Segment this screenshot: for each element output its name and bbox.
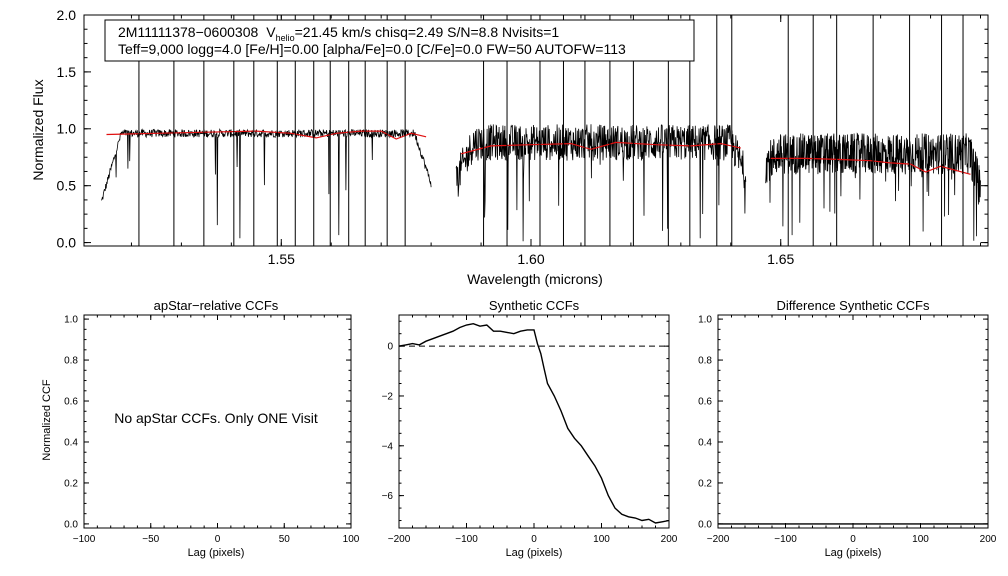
info-line-2: Teff=9,000 logg=4.0 [Fe/H]=0.00 [alpha/F…	[118, 41, 626, 57]
y-tick-label: 0.4	[64, 437, 78, 448]
x-tick-label: 0	[215, 534, 221, 545]
info-line-1: 2M11111378−0600308 Vhelio=21.45 km/s chis…	[118, 24, 559, 43]
y-tick-label: 1.0	[57, 121, 77, 137]
y-tick-label: 0.8	[698, 356, 712, 367]
x-tick-label: −50	[142, 534, 159, 545]
y-tick-label: 0.4	[698, 437, 712, 448]
y-tick-label: 0	[387, 342, 393, 353]
apstar-no-data-note: No apStar CCFs. Only ONE Visit	[114, 410, 318, 426]
vhelio-symbol: V	[266, 24, 276, 40]
y-tick-label: 1.0	[64, 315, 78, 326]
vhelio-subscript: helio	[276, 33, 295, 43]
x-tick-label: 200	[980, 534, 997, 545]
spectrum-info-box: 2M11111378−0600308 Vhelio=21.45 km/s chis…	[104, 19, 695, 62]
x-tick-label: −200	[707, 534, 730, 545]
x-tick-label: −200	[388, 534, 411, 545]
spectrum-frame	[83, 14, 989, 247]
y-tick-label: 0.2	[64, 478, 78, 489]
x-tick-label: −100	[73, 534, 96, 545]
y-tick-label: −4	[382, 441, 394, 452]
x-tick-label: 1.60	[517, 251, 544, 267]
model-spectrum-chip-1	[106, 130, 427, 140]
x-tick-label: 0	[850, 534, 856, 545]
y-tick-label: 0.5	[57, 178, 77, 194]
x-tick-label: 100	[912, 534, 929, 545]
y-tick-label: 0.2	[698, 478, 712, 489]
difference-frame	[717, 314, 989, 529]
y-tick-label: −2	[382, 391, 394, 402]
x-tick-label: −100	[455, 534, 478, 545]
x-tick-label: 50	[279, 534, 291, 545]
synthetic-xlabel: Lag (pixels)	[506, 547, 563, 559]
apstar-ylabel: Normalized CCF	[41, 379, 53, 461]
x-tick-label: 100	[343, 534, 360, 545]
x-tick-label: −100	[774, 534, 797, 545]
info-box-border	[104, 19, 695, 62]
y-tick-label: 0.6	[64, 397, 78, 408]
observed-spectrum-chip-2	[455, 124, 747, 242]
y-tick-label: 0.6	[698, 397, 712, 408]
synthetic-frame	[398, 314, 670, 529]
model-spectrum-chip-3	[770, 157, 971, 175]
y-tick-label: −6	[382, 491, 394, 502]
model-spectrum-chip-2	[460, 141, 741, 155]
x-tick-label: 0	[531, 534, 537, 545]
star-id: 2M11111378−0600308	[118, 24, 258, 40]
synthetic-ccf-line	[398, 322, 670, 524]
x-tick-label: 1.65	[767, 251, 794, 267]
y-tick-label: 0.8	[64, 356, 78, 367]
x-tick-label: 1.55	[268, 251, 295, 267]
y-tick-label: 1.5	[57, 64, 77, 80]
y-tick-label: 1.0	[698, 315, 712, 326]
apstar-frame	[83, 314, 352, 529]
info-stats: =21.45 km/s chisq=2.49 S/N=8.8 Nvisits=1	[295, 24, 560, 40]
y-tick-label: 0.0	[698, 519, 712, 530]
y-tick-label: 0.0	[64, 519, 78, 530]
spectrum-ylabel: Normalized Flux	[30, 79, 46, 180]
difference-xlabel: Lag (pixels)	[825, 547, 882, 559]
difference-title: Difference Synthetic CCFs	[777, 298, 930, 313]
y-tick-label: 2.0	[57, 7, 77, 23]
x-tick-label: 200	[661, 534, 678, 545]
spectrum-xlabel: Wavelength (microns)	[467, 271, 603, 287]
y-tick-label: 0.0	[57, 234, 77, 250]
apstar-title: apStar−relative CCFs	[154, 298, 279, 313]
x-tick-label: 100	[593, 534, 610, 545]
apstar-xlabel: Lag (pixels)	[188, 547, 245, 559]
synthetic-title: Synthetic CCFs	[489, 298, 580, 313]
